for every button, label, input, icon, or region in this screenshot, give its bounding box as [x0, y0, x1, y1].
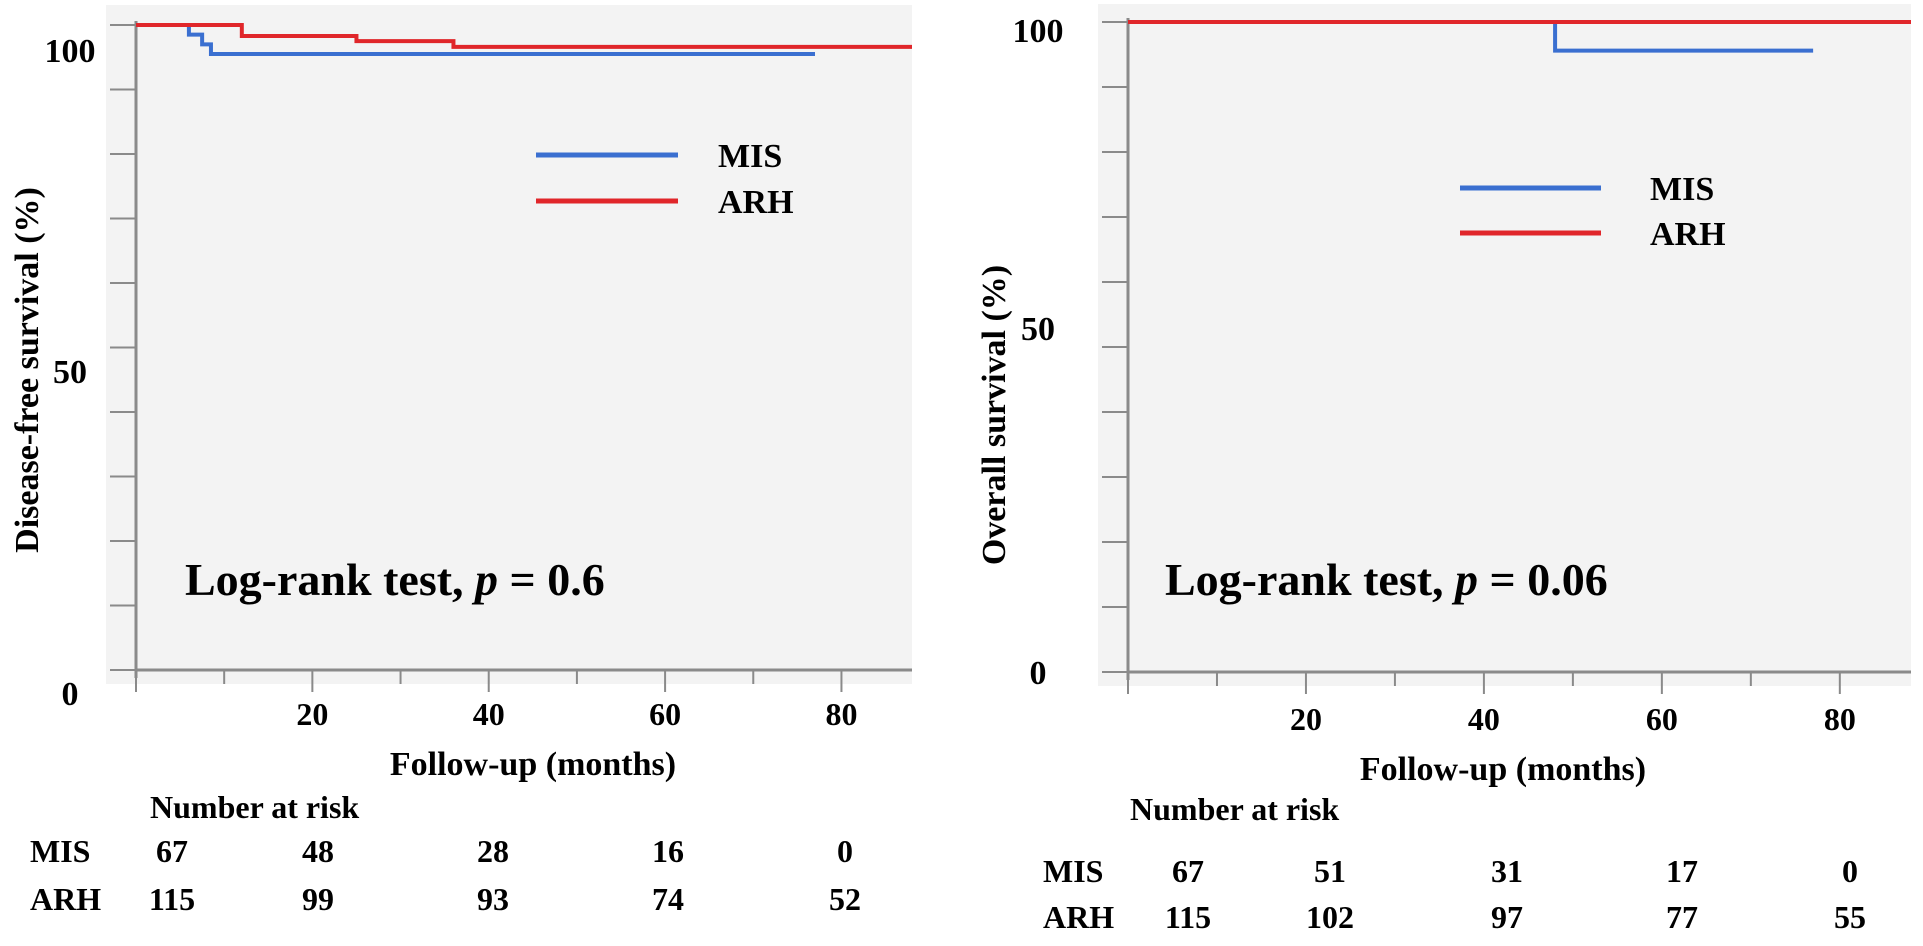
risk-cell: 17 — [1666, 853, 1698, 889]
risk-cell: 97 — [1491, 899, 1523, 935]
x-tick-label: 80 — [825, 696, 857, 732]
annotation-p-symbol: p — [471, 554, 498, 605]
risk-cell: 102 — [1306, 899, 1354, 935]
risk-cell: 67 — [156, 833, 188, 869]
y-tick-label: 100 — [45, 33, 96, 70]
log-rank-annotation: Log-rank test, p = 0.6 — [185, 554, 605, 605]
plot-background — [1098, 4, 1911, 686]
risk-cell: 16 — [652, 833, 684, 869]
annotation-prefix: Log-rank test, — [185, 554, 475, 605]
x-tick-label: 80 — [1824, 701, 1856, 737]
risk-cell: 93 — [477, 881, 509, 917]
y-tick-label: 100 — [1013, 13, 1064, 50]
annotation-p-value: = 0.06 — [1478, 554, 1608, 605]
risk-cell: 48 — [302, 833, 334, 869]
km-curve-arh — [136, 23, 912, 49]
risk-table-title: Number at risk — [150, 789, 359, 825]
risk-row-label: ARH — [1043, 899, 1114, 935]
km-panel-1: 0 50 100 20 40 60 80 Follow-up (months) Disease-… — [9, 5, 912, 917]
annotation-p-symbol: p — [1451, 554, 1478, 605]
x-tick-label: 60 — [1646, 701, 1678, 737]
risk-row-label: ARH — [30, 881, 101, 917]
y-tick-label: 50 — [1021, 311, 1055, 348]
legend-label: ARH — [718, 184, 794, 221]
risk-table-title: Number at risk — [1130, 791, 1339, 827]
risk-cell: 31 — [1491, 853, 1523, 889]
plot-background — [106, 5, 912, 684]
risk-cell: 99 — [302, 881, 334, 917]
y-tick-label: 0 — [1030, 655, 1047, 692]
km-panel-2: 0 50 100 20 40 60 80 Follow-up (months) Overall … — [976, 4, 1911, 935]
risk-cell: 0 — [1842, 853, 1858, 889]
x-tick-label: 60 — [649, 696, 681, 732]
y-axis-label: Disease-free survival (%) — [9, 187, 46, 553]
risk-row-label: MIS — [1043, 853, 1103, 889]
risk-cell: 74 — [652, 881, 684, 917]
annotation-p-value: = 0.6 — [498, 554, 605, 605]
risk-cell: 52 — [829, 881, 861, 917]
annotation-prefix: Log-rank test, — [1165, 554, 1455, 605]
y-axis-label: Overall survival (%) — [976, 265, 1013, 565]
risk-cell: 28 — [477, 833, 509, 869]
legend-label: MIS — [1650, 171, 1714, 208]
risk-cell: 67 — [1172, 853, 1204, 889]
risk-row-label: MIS — [30, 833, 90, 869]
risk-cell: 115 — [149, 881, 195, 917]
x-axis-label: Follow-up (months) — [390, 746, 676, 783]
risk-cell: 115 — [1165, 899, 1211, 935]
legend-label: MIS — [718, 138, 782, 175]
x-axis-label: Follow-up (months) — [1360, 751, 1646, 788]
risk-cell: 0 — [837, 833, 853, 869]
log-rank-annotation: Log-rank test, p = 0.06 — [1165, 554, 1608, 605]
y-tick-label: 50 — [53, 354, 87, 391]
x-tick-label: 20 — [296, 696, 328, 732]
x-tick-label: 20 — [1290, 701, 1322, 737]
risk-cell: 51 — [1314, 853, 1346, 889]
legend-label: ARH — [1650, 216, 1726, 253]
risk-cell: 77 — [1666, 899, 1698, 935]
risk-cell: 55 — [1834, 899, 1866, 935]
x-tick-label: 40 — [473, 696, 505, 732]
y-tick-label: 0 — [62, 676, 79, 713]
x-tick-label: 40 — [1468, 701, 1500, 737]
